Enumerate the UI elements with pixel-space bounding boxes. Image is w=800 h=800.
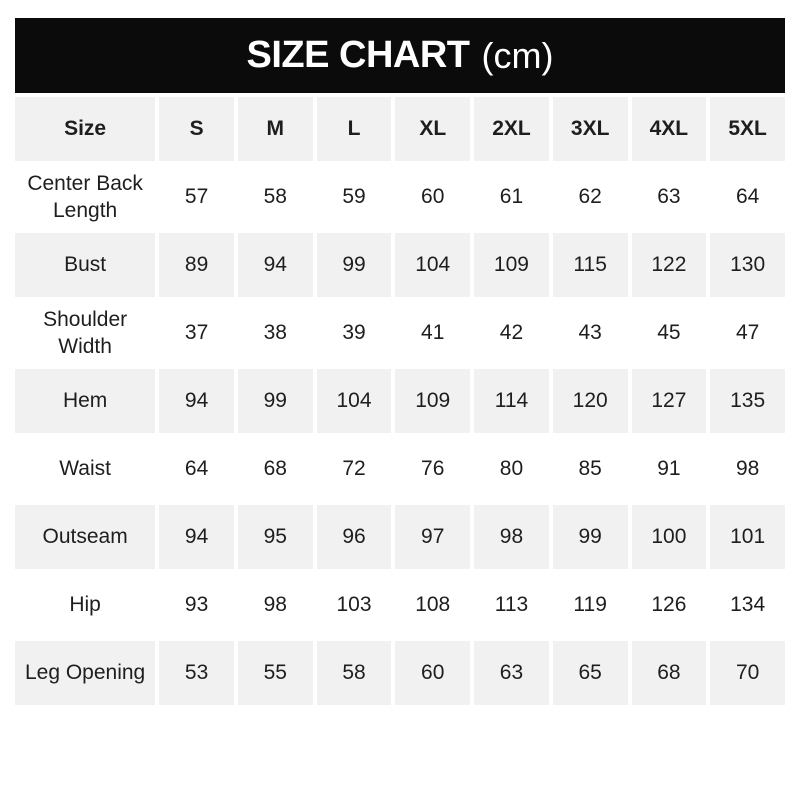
header-cell-3xl: 3XL [552, 97, 628, 161]
value-cell: 101 [710, 505, 785, 569]
size-chart-table: Size S M L XL 2XL 3XL 4XL 5XL Center Back Length… [11, 93, 789, 709]
value-cell: 109 [395, 369, 471, 433]
header-cell-5xl: 5XL [710, 97, 785, 161]
value-cell: 134 [710, 573, 785, 637]
value-cell: 98 [237, 573, 313, 637]
value-cell: 103 [316, 573, 392, 637]
value-cell: 96 [316, 505, 392, 569]
table-row: Center Back Length 57 58 59 60 61 62 63 64 [15, 165, 785, 229]
banner-unit: (cm) [481, 34, 554, 76]
value-cell: 80 [474, 437, 549, 501]
value-cell: 99 [552, 505, 628, 569]
value-cell: 108 [395, 573, 471, 637]
row-label: Outseam [15, 505, 156, 569]
value-cell: 64 [159, 437, 234, 501]
row-label: Hem [15, 369, 156, 433]
value-cell: 41 [395, 301, 471, 365]
value-cell: 126 [631, 573, 707, 637]
value-cell: 135 [710, 369, 785, 433]
value-cell: 127 [631, 369, 707, 433]
value-cell: 109 [474, 233, 549, 297]
row-label: Leg Opening [15, 641, 156, 705]
value-cell: 55 [237, 641, 313, 705]
value-cell: 104 [395, 233, 471, 297]
value-cell: 37 [159, 301, 234, 365]
banner-title: SIZE CHART [246, 34, 471, 76]
value-cell: 64 [710, 165, 785, 229]
row-label: Bust [15, 233, 156, 297]
value-cell: 61 [474, 165, 549, 229]
value-cell: 65 [552, 641, 628, 705]
value-cell: 122 [631, 233, 707, 297]
value-cell: 114 [474, 369, 549, 433]
row-label: Center Back Length [15, 165, 156, 229]
value-cell: 70 [710, 641, 785, 705]
table-row: Hip 93 98 103 108 113 119 126 134 [15, 573, 785, 637]
value-cell: 115 [552, 233, 628, 297]
row-label: Hip [15, 573, 156, 637]
value-cell: 58 [237, 165, 313, 229]
value-cell: 68 [631, 641, 707, 705]
table-row: Waist 64 68 72 76 80 85 91 98 [15, 437, 785, 501]
value-cell: 95 [237, 505, 313, 569]
value-cell: 98 [474, 505, 549, 569]
table-row: Shoulder Width 37 38 39 41 42 43 45 47 [15, 301, 785, 365]
value-cell: 85 [552, 437, 628, 501]
value-cell: 99 [316, 233, 392, 297]
value-cell: 93 [159, 573, 234, 637]
value-cell: 72 [316, 437, 392, 501]
table-row: Outseam 94 95 96 97 98 99 100 101 [15, 505, 785, 569]
value-cell: 63 [631, 165, 707, 229]
header-cell-l: L [316, 97, 392, 161]
value-cell: 113 [474, 573, 549, 637]
value-cell: 53 [159, 641, 234, 705]
value-cell: 39 [316, 301, 392, 365]
table-header-row: Size S M L XL 2XL 3XL 4XL 5XL [15, 97, 785, 161]
value-cell: 43 [552, 301, 628, 365]
value-cell: 94 [159, 369, 234, 433]
value-cell: 63 [474, 641, 549, 705]
value-cell: 60 [395, 165, 471, 229]
header-cell-s: S [159, 97, 234, 161]
value-cell: 58 [316, 641, 392, 705]
value-cell: 76 [395, 437, 471, 501]
table-row: Bust 89 94 99 104 109 115 122 130 [15, 233, 785, 297]
value-cell: 98 [710, 437, 785, 501]
value-cell: 94 [237, 233, 313, 297]
header-cell-4xl: 4XL [631, 97, 707, 161]
value-cell: 89 [159, 233, 234, 297]
value-cell: 62 [552, 165, 628, 229]
value-cell: 130 [710, 233, 785, 297]
header-cell-size: Size [15, 97, 156, 161]
value-cell: 97 [395, 505, 471, 569]
size-chart-banner: SIZE CHART (cm) [15, 18, 785, 93]
value-cell: 60 [395, 641, 471, 705]
value-cell: 68 [237, 437, 313, 501]
header-cell-xl: XL [395, 97, 471, 161]
value-cell: 120 [552, 369, 628, 433]
value-cell: 38 [237, 301, 313, 365]
header-cell-2xl: 2XL [474, 97, 549, 161]
row-label: Shoulder Width [15, 301, 156, 365]
value-cell: 91 [631, 437, 707, 501]
value-cell: 42 [474, 301, 549, 365]
table-row: Leg Opening 53 55 58 60 63 65 68 70 [15, 641, 785, 705]
value-cell: 99 [237, 369, 313, 433]
value-cell: 47 [710, 301, 785, 365]
value-cell: 100 [631, 505, 707, 569]
value-cell: 57 [159, 165, 234, 229]
value-cell: 104 [316, 369, 392, 433]
value-cell: 94 [159, 505, 234, 569]
table-row: Hem 94 99 104 109 114 120 127 135 [15, 369, 785, 433]
value-cell: 45 [631, 301, 707, 365]
value-cell: 59 [316, 165, 392, 229]
row-label: Waist [15, 437, 156, 501]
value-cell: 119 [552, 573, 628, 637]
header-cell-m: M [237, 97, 313, 161]
